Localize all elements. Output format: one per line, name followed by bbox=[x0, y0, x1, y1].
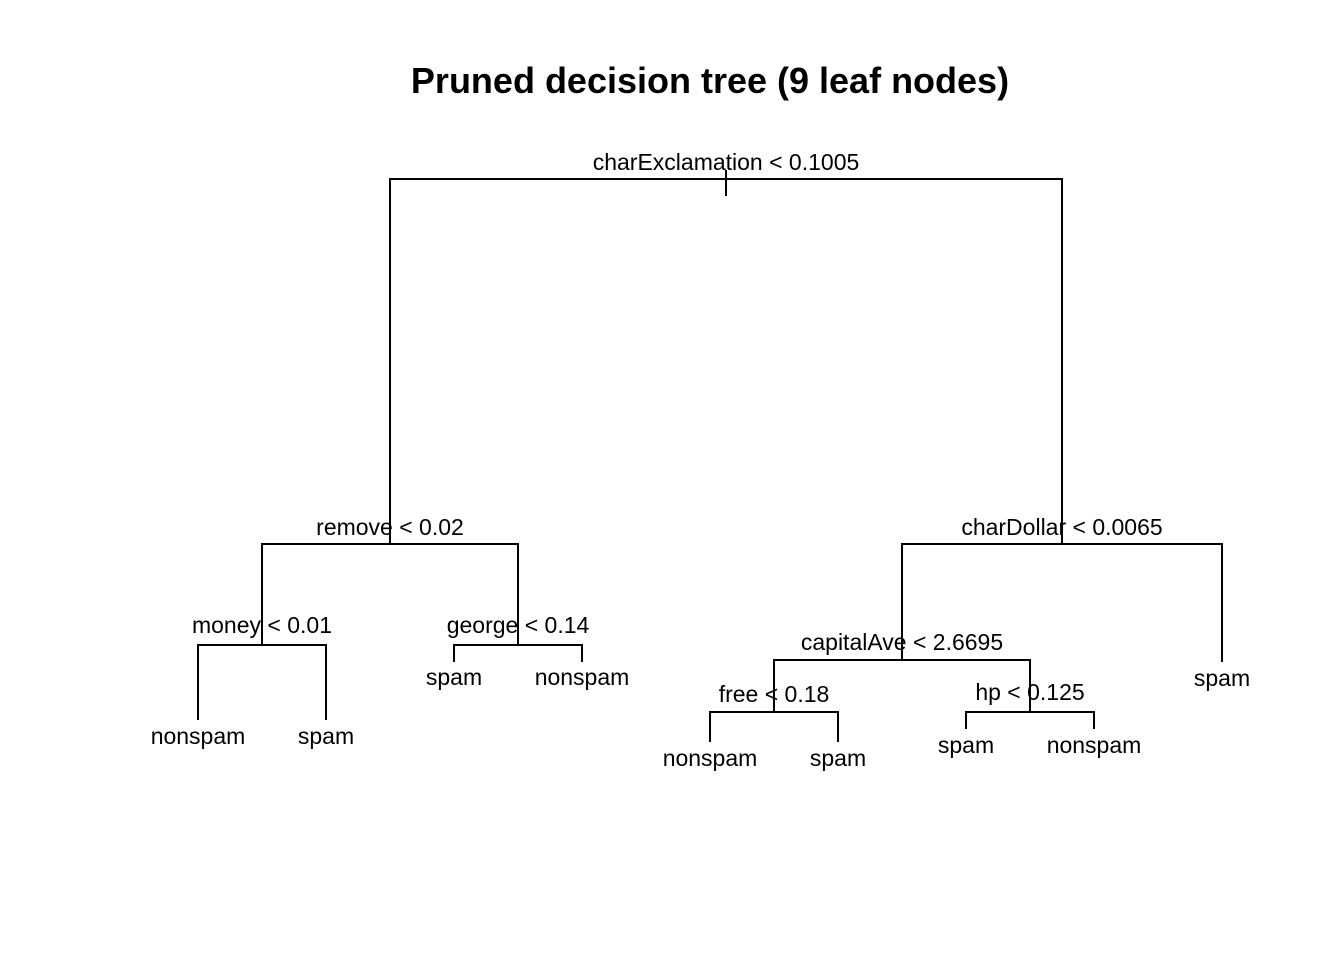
split-label-hp: hp < 0.125 bbox=[975, 679, 1084, 705]
edge-free bbox=[709, 711, 839, 742]
split-label-george: george < 0.14 bbox=[447, 612, 590, 638]
edge-root bbox=[389, 178, 1063, 544]
split-labels: charExclamation < 0.1005 remove < 0.02 m… bbox=[192, 149, 1163, 707]
edge-remove bbox=[261, 543, 519, 645]
leaf-label: nonspam bbox=[663, 745, 758, 771]
edge-chardollar bbox=[901, 543, 1223, 662]
split-label-capitalave: capitalAve < 2.6695 bbox=[801, 629, 1003, 655]
tree-edges bbox=[197, 170, 1223, 742]
chart-title: Pruned decision tree (9 leaf nodes) bbox=[411, 60, 1009, 101]
split-label-root: charExclamation < 0.1005 bbox=[593, 149, 860, 175]
leaf-labels: nonspam spam spam nonspam nonspam spam s… bbox=[151, 664, 1250, 771]
leaf-label: spam bbox=[810, 745, 866, 771]
edge-money bbox=[197, 644, 327, 720]
split-label-remove: remove < 0.02 bbox=[316, 514, 464, 540]
split-label-money: money < 0.01 bbox=[192, 612, 332, 638]
leaf-label: spam bbox=[426, 664, 482, 690]
leaf-label: spam bbox=[298, 723, 354, 749]
leaf-label: nonspam bbox=[535, 664, 630, 690]
leaf-label: nonspam bbox=[151, 723, 246, 749]
split-label-chardollar: charDollar < 0.0065 bbox=[961, 514, 1162, 540]
leaf-label: nonspam bbox=[1047, 732, 1142, 758]
edge-capitalave bbox=[773, 659, 1031, 712]
leaf-label: spam bbox=[1194, 665, 1250, 691]
edge-hp bbox=[965, 711, 1095, 729]
leaf-label: spam bbox=[938, 732, 994, 758]
edge-george bbox=[453, 644, 583, 662]
split-label-free: free < 0.18 bbox=[719, 681, 830, 707]
